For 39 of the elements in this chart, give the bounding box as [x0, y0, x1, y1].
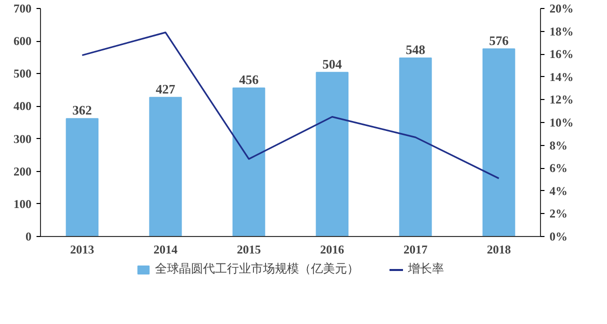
data-label: 362 [72, 102, 92, 118]
data-label: 576 [489, 32, 510, 48]
data-label: 504 [322, 56, 342, 72]
bar [482, 48, 516, 236]
y2-tick-label: 8% [550, 138, 568, 152]
bar [149, 96, 182, 236]
data-label: 427 [156, 81, 176, 96]
legend-label: 增长率 [408, 260, 444, 278]
y-tick-label: 100 [14, 196, 32, 211]
bar [316, 72, 348, 236]
x-tick-label: 2018 [486, 242, 511, 256]
x-tick-label: 2016 [320, 242, 344, 256]
y2-tick-label: 16% [550, 47, 574, 62]
legend-label: 全球晶圆代工行业市场规模（亿美元） [155, 260, 359, 278]
data-label: 456 [239, 72, 260, 87]
y2-tick-label: 0% [550, 230, 568, 244]
y2-tick-label: 4% [550, 184, 568, 198]
y2-tick-label: 10% [550, 116, 574, 130]
y-tick-label: 300 [14, 132, 32, 146]
x-tick-label: 2017 [404, 242, 428, 256]
y-tick-label: 600 [14, 34, 32, 48]
bar [232, 87, 266, 236]
y2-tick-label: 20% [550, 2, 574, 16]
bar [66, 118, 98, 236]
x-tick-label: 2014 [154, 242, 178, 256]
y-tick-label: 700 [14, 2, 32, 16]
y2-tick-label: 14% [550, 70, 574, 84]
y2-tick-label: 2% [550, 206, 568, 221]
y-tick-label: 400 [14, 99, 32, 114]
y-tick-label: 200 [14, 164, 32, 178]
y2-tick-label: 12% [550, 92, 574, 107]
y2-tick-label: 18% [550, 24, 574, 38]
data-label: 548 [406, 42, 426, 58]
bar [399, 58, 432, 236]
y2-tick-label: 6% [550, 161, 568, 176]
x-tick-label: 2013 [70, 242, 94, 256]
y-tick-label: 0 [26, 230, 32, 244]
y-tick-label: 500 [14, 66, 32, 81]
x-tick-label: 2015 [236, 242, 261, 256]
